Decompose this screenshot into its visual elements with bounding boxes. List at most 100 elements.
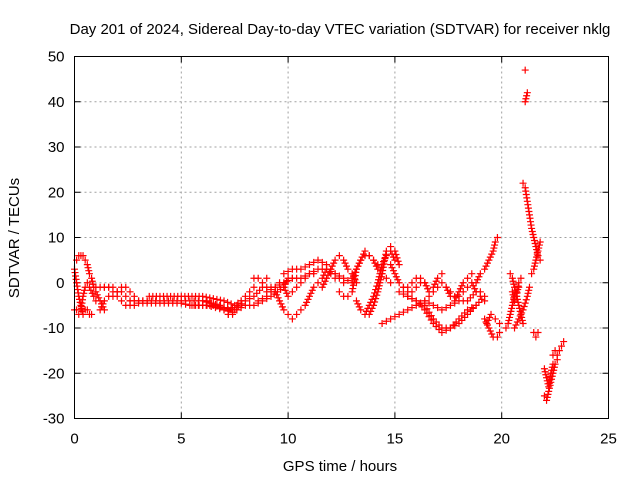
data-point — [241, 292, 249, 300]
data-point — [506, 313, 514, 321]
y-axis-label: SDTVAR / TECUs — [6, 178, 23, 298]
data-point — [458, 282, 466, 290]
data-point — [357, 306, 365, 314]
data-point — [488, 250, 496, 258]
data-point — [220, 304, 228, 312]
data-point — [434, 304, 442, 312]
data-point — [512, 321, 520, 329]
data-point — [524, 289, 532, 297]
data-point — [387, 315, 395, 323]
data-point — [373, 291, 381, 299]
data-point — [421, 279, 429, 287]
data-point — [391, 247, 399, 255]
data-point — [464, 306, 472, 314]
data-point — [305, 292, 313, 300]
data-point — [216, 303, 224, 311]
data-point — [389, 267, 397, 275]
data-point — [542, 371, 550, 379]
data-point — [395, 261, 403, 269]
data-point — [515, 279, 523, 287]
data-point — [490, 244, 498, 252]
data-point — [83, 306, 91, 314]
data-point — [547, 369, 555, 377]
data-point — [394, 276, 402, 284]
data-point — [508, 288, 516, 296]
data-point — [483, 321, 491, 329]
data-point — [271, 283, 279, 291]
data-point — [352, 265, 360, 273]
data-point — [555, 347, 563, 355]
data-point — [445, 289, 453, 297]
data-point — [284, 310, 292, 318]
data-point — [376, 279, 384, 287]
data-point — [202, 293, 210, 301]
data-point — [360, 250, 368, 258]
data-point — [378, 319, 386, 327]
data-point — [473, 276, 481, 284]
plot-frame — [74, 56, 609, 419]
data-point — [258, 295, 266, 303]
tick-labels: 0 5 10 15 20 25 -30 -20 -10 0 10 20 30 40 50 — [43, 49, 617, 448]
data-point — [368, 304, 376, 312]
data-point — [438, 329, 446, 337]
data-point — [310, 283, 318, 291]
data-point — [95, 294, 103, 302]
data-point — [483, 319, 491, 327]
data-point — [533, 250, 541, 258]
data-point — [122, 292, 130, 300]
data-point — [211, 300, 219, 308]
data-point — [521, 299, 529, 307]
data-point — [391, 313, 399, 321]
data-point — [349, 285, 357, 293]
data-point — [375, 285, 383, 293]
data-point — [525, 283, 533, 291]
data-point — [388, 264, 396, 272]
data-point — [518, 316, 526, 324]
data-point — [314, 279, 322, 287]
data-point — [516, 304, 523, 312]
data-point — [472, 279, 480, 287]
data-point — [558, 342, 566, 350]
data-point — [199, 297, 207, 305]
data-point — [515, 315, 523, 323]
x-tick-label: 10 — [280, 431, 297, 448]
data-point — [392, 250, 400, 258]
data-point — [276, 281, 284, 289]
data-point — [327, 265, 335, 273]
data-point — [83, 279, 91, 287]
data-point — [408, 304, 416, 312]
data-point — [509, 291, 517, 299]
data-point — [471, 285, 479, 293]
data-point — [250, 301, 258, 309]
data-point — [233, 306, 241, 314]
data-point — [560, 338, 568, 346]
data-point — [521, 98, 529, 106]
data-point — [493, 333, 501, 341]
data-point — [530, 234, 538, 241]
data-point — [493, 234, 501, 241]
x-tick-label: 15 — [387, 431, 404, 448]
data-point — [391, 270, 399, 278]
data-point — [263, 274, 271, 282]
y-tick-label: 0 — [56, 275, 64, 292]
data-point — [277, 300, 285, 308]
x-tick-label: 5 — [177, 431, 185, 448]
data-point — [301, 301, 309, 309]
data-point — [351, 268, 359, 276]
data-point — [532, 256, 540, 264]
data-point — [553, 351, 561, 359]
data-point — [544, 390, 552, 398]
data-point — [85, 270, 93, 278]
data-point — [305, 270, 313, 278]
data-point — [375, 282, 383, 290]
data-point — [79, 252, 87, 260]
data-point — [549, 360, 557, 368]
data-point — [434, 283, 442, 291]
data-point — [528, 270, 536, 278]
data-point — [213, 295, 221, 303]
data-point — [484, 316, 492, 324]
data-point — [518, 309, 526, 317]
data-point — [483, 259, 491, 267]
data-point — [379, 263, 387, 271]
